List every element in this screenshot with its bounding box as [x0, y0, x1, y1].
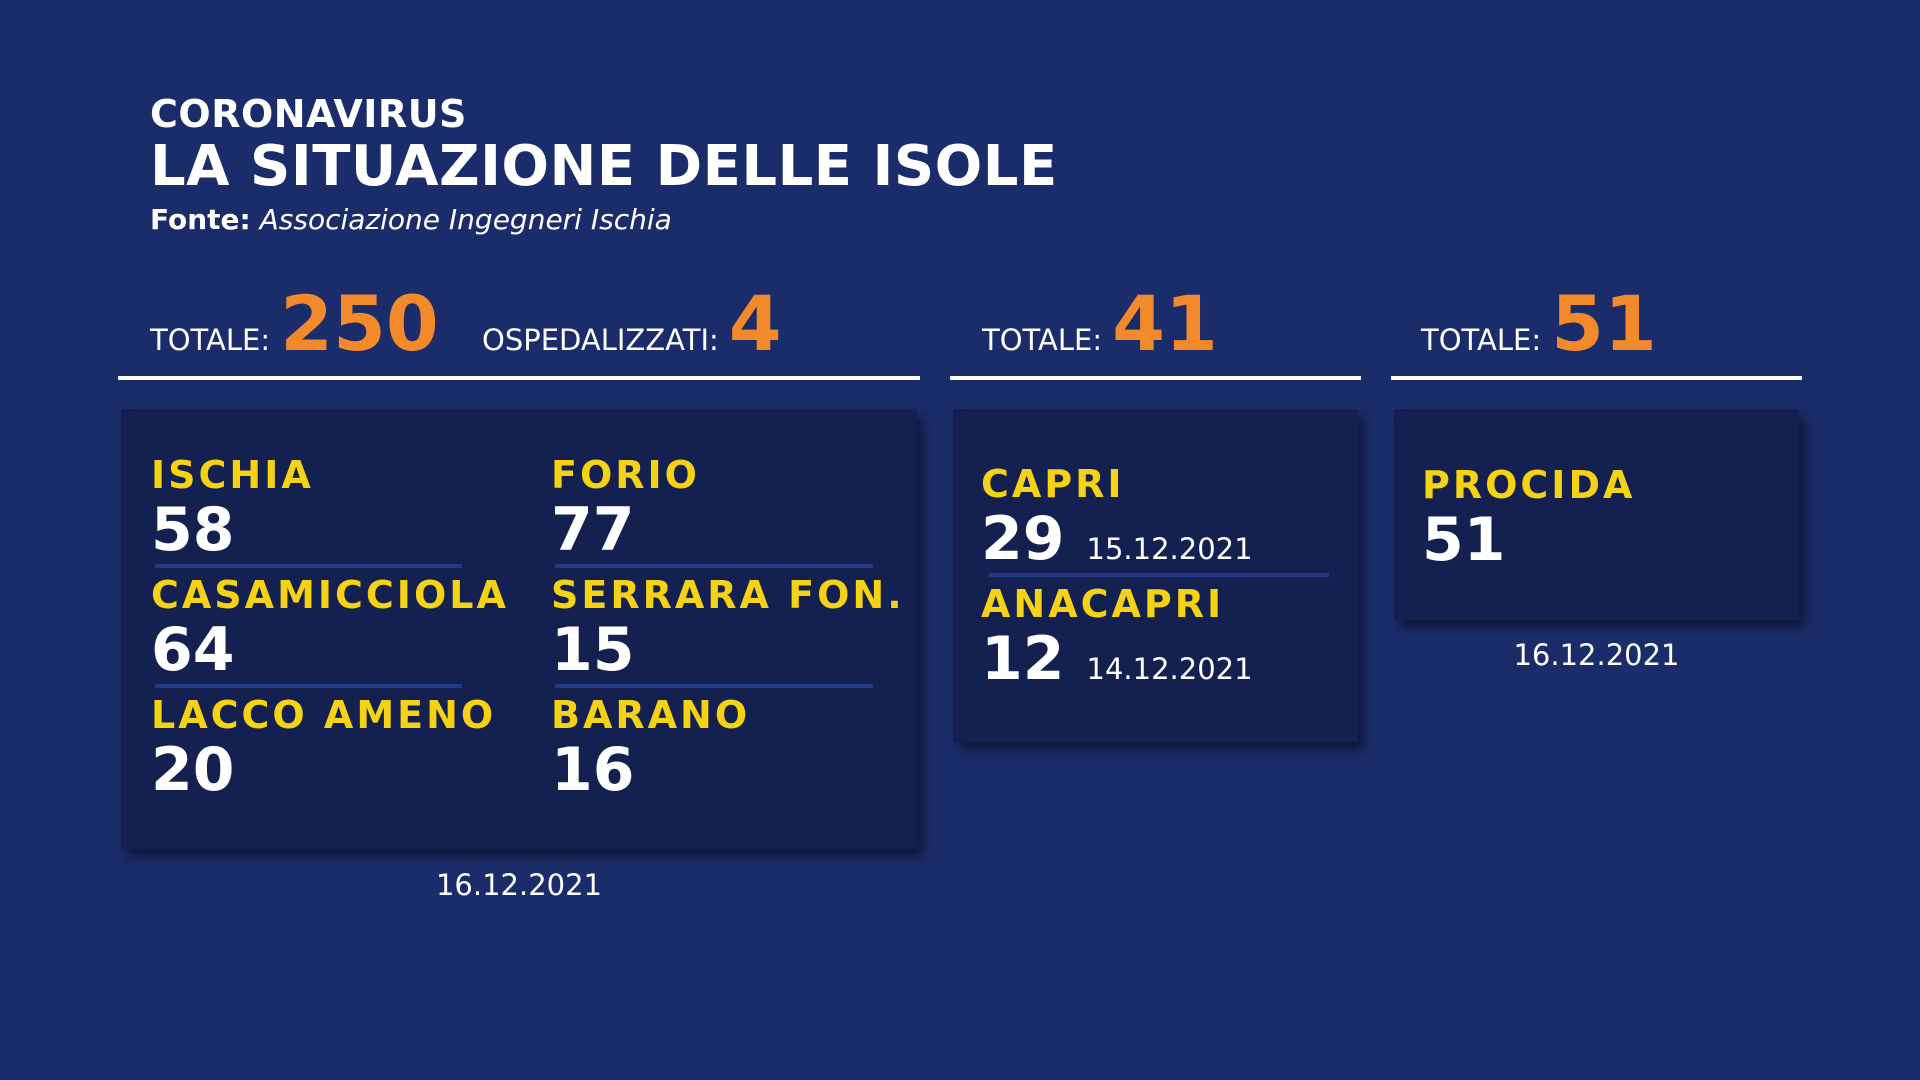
procida-date: 16.12.2021 [1513, 638, 1680, 672]
comune-procida: PROCIDA 51 [1422, 463, 1635, 573]
row-divider [555, 564, 873, 568]
capri-totals-bar: TOTALE: 41 [950, 279, 1361, 380]
procida-total: TOTALE: 51 [1421, 279, 1657, 368]
header: CORONAVIRUS LA SITUAZIONE DELLE ISOLE Fo… [150, 92, 1058, 238]
comune-capri: CAPRI 29 15.12.2021 [981, 462, 1253, 582]
ischia-hospitalized: OSPEDALIZZATI: 4 [482, 279, 782, 368]
comune-value: 16 [551, 735, 635, 805]
ischia-card: ISCHIA 58 FORIO 77 CASAMICCIOLA 64 SERRA… [121, 409, 917, 849]
comune-name: ISCHIA [151, 453, 314, 497]
comune-date: 15.12.2021 [1086, 532, 1253, 566]
kicker: CORONAVIRUS [150, 92, 467, 136]
source-line: Fonte: Associazione Ingegneri Ischia [150, 202, 1058, 238]
total-value: 51 [1551, 279, 1657, 368]
comune-value-row: 12 14.12.2021 [981, 626, 1253, 702]
comune-barano: BARANO 16 [551, 693, 750, 803]
procida-totals-bar: TOTALE: 51 [1391, 279, 1802, 380]
comune-value: 20 [151, 735, 235, 805]
row-divider [155, 564, 462, 568]
ischia-totals-bar: TOTALE: 250 OSPEDALIZZATI: 4 [118, 279, 920, 380]
comune-name: FORIO [551, 453, 700, 497]
comune-ischia: ISCHIA 58 [151, 453, 314, 563]
comune-casamicciola: CASAMICCIOLA 64 [151, 573, 509, 683]
comune-anacapri: ANACAPRI 12 14.12.2021 [981, 582, 1253, 702]
page-title: LA SITUAZIONE DELLE ISOLE [150, 134, 1058, 199]
comune-value: 58 [151, 495, 235, 565]
row-divider [155, 684, 462, 688]
hospitalized-label: OSPEDALIZZATI: [482, 323, 719, 357]
total-label: TOTALE: [150, 323, 271, 357]
comune-name: SERRARA FON. [551, 573, 905, 617]
capri-card: CAPRI 29 15.12.2021 ANACAPRI 12 14.12.2021 [953, 409, 1358, 742]
total-label: TOTALE: [1421, 323, 1542, 357]
source-label: Fonte: [150, 203, 251, 236]
hospitalized-value: 4 [728, 279, 782, 368]
comune-value: 64 [151, 615, 235, 685]
total-value: 250 [280, 279, 439, 368]
row-divider [555, 684, 873, 688]
comune-name: PROCIDA [1422, 463, 1636, 507]
ischia-date: 16.12.2021 [435, 868, 603, 902]
comune-value: 12 [981, 624, 1065, 694]
comune-value: 77 [551, 495, 635, 565]
comune-name: ANACAPRI [981, 582, 1225, 626]
comune-date: 14.12.2021 [1086, 652, 1253, 686]
comune-value: 29 [981, 504, 1065, 574]
ischia-total: TOTALE: 250 [150, 279, 439, 368]
comune-name: LACCO AMENO [151, 693, 497, 737]
comune-name: CASAMICCIOLA [151, 573, 509, 617]
comune-name: CAPRI [981, 462, 1125, 506]
comune-lacco-ameno: LACCO AMENO 20 [151, 693, 496, 803]
procida-card: PROCIDA 51 [1394, 409, 1799, 620]
comune-name: BARANO [551, 693, 751, 737]
comune-value: 15 [551, 615, 635, 685]
source-value: Associazione Ingegneri Ischia [259, 203, 672, 236]
comune-value-row: 29 15.12.2021 [981, 506, 1253, 582]
total-value: 41 [1112, 279, 1218, 368]
capri-total: TOTALE: 41 [982, 279, 1218, 368]
comune-forio: FORIO 77 [551, 453, 700, 563]
total-label: TOTALE: [982, 323, 1103, 357]
row-divider [989, 573, 1329, 577]
comune-value: 51 [1422, 505, 1506, 575]
comune-serrara-fontana: SERRARA FON. 15 [551, 573, 905, 683]
